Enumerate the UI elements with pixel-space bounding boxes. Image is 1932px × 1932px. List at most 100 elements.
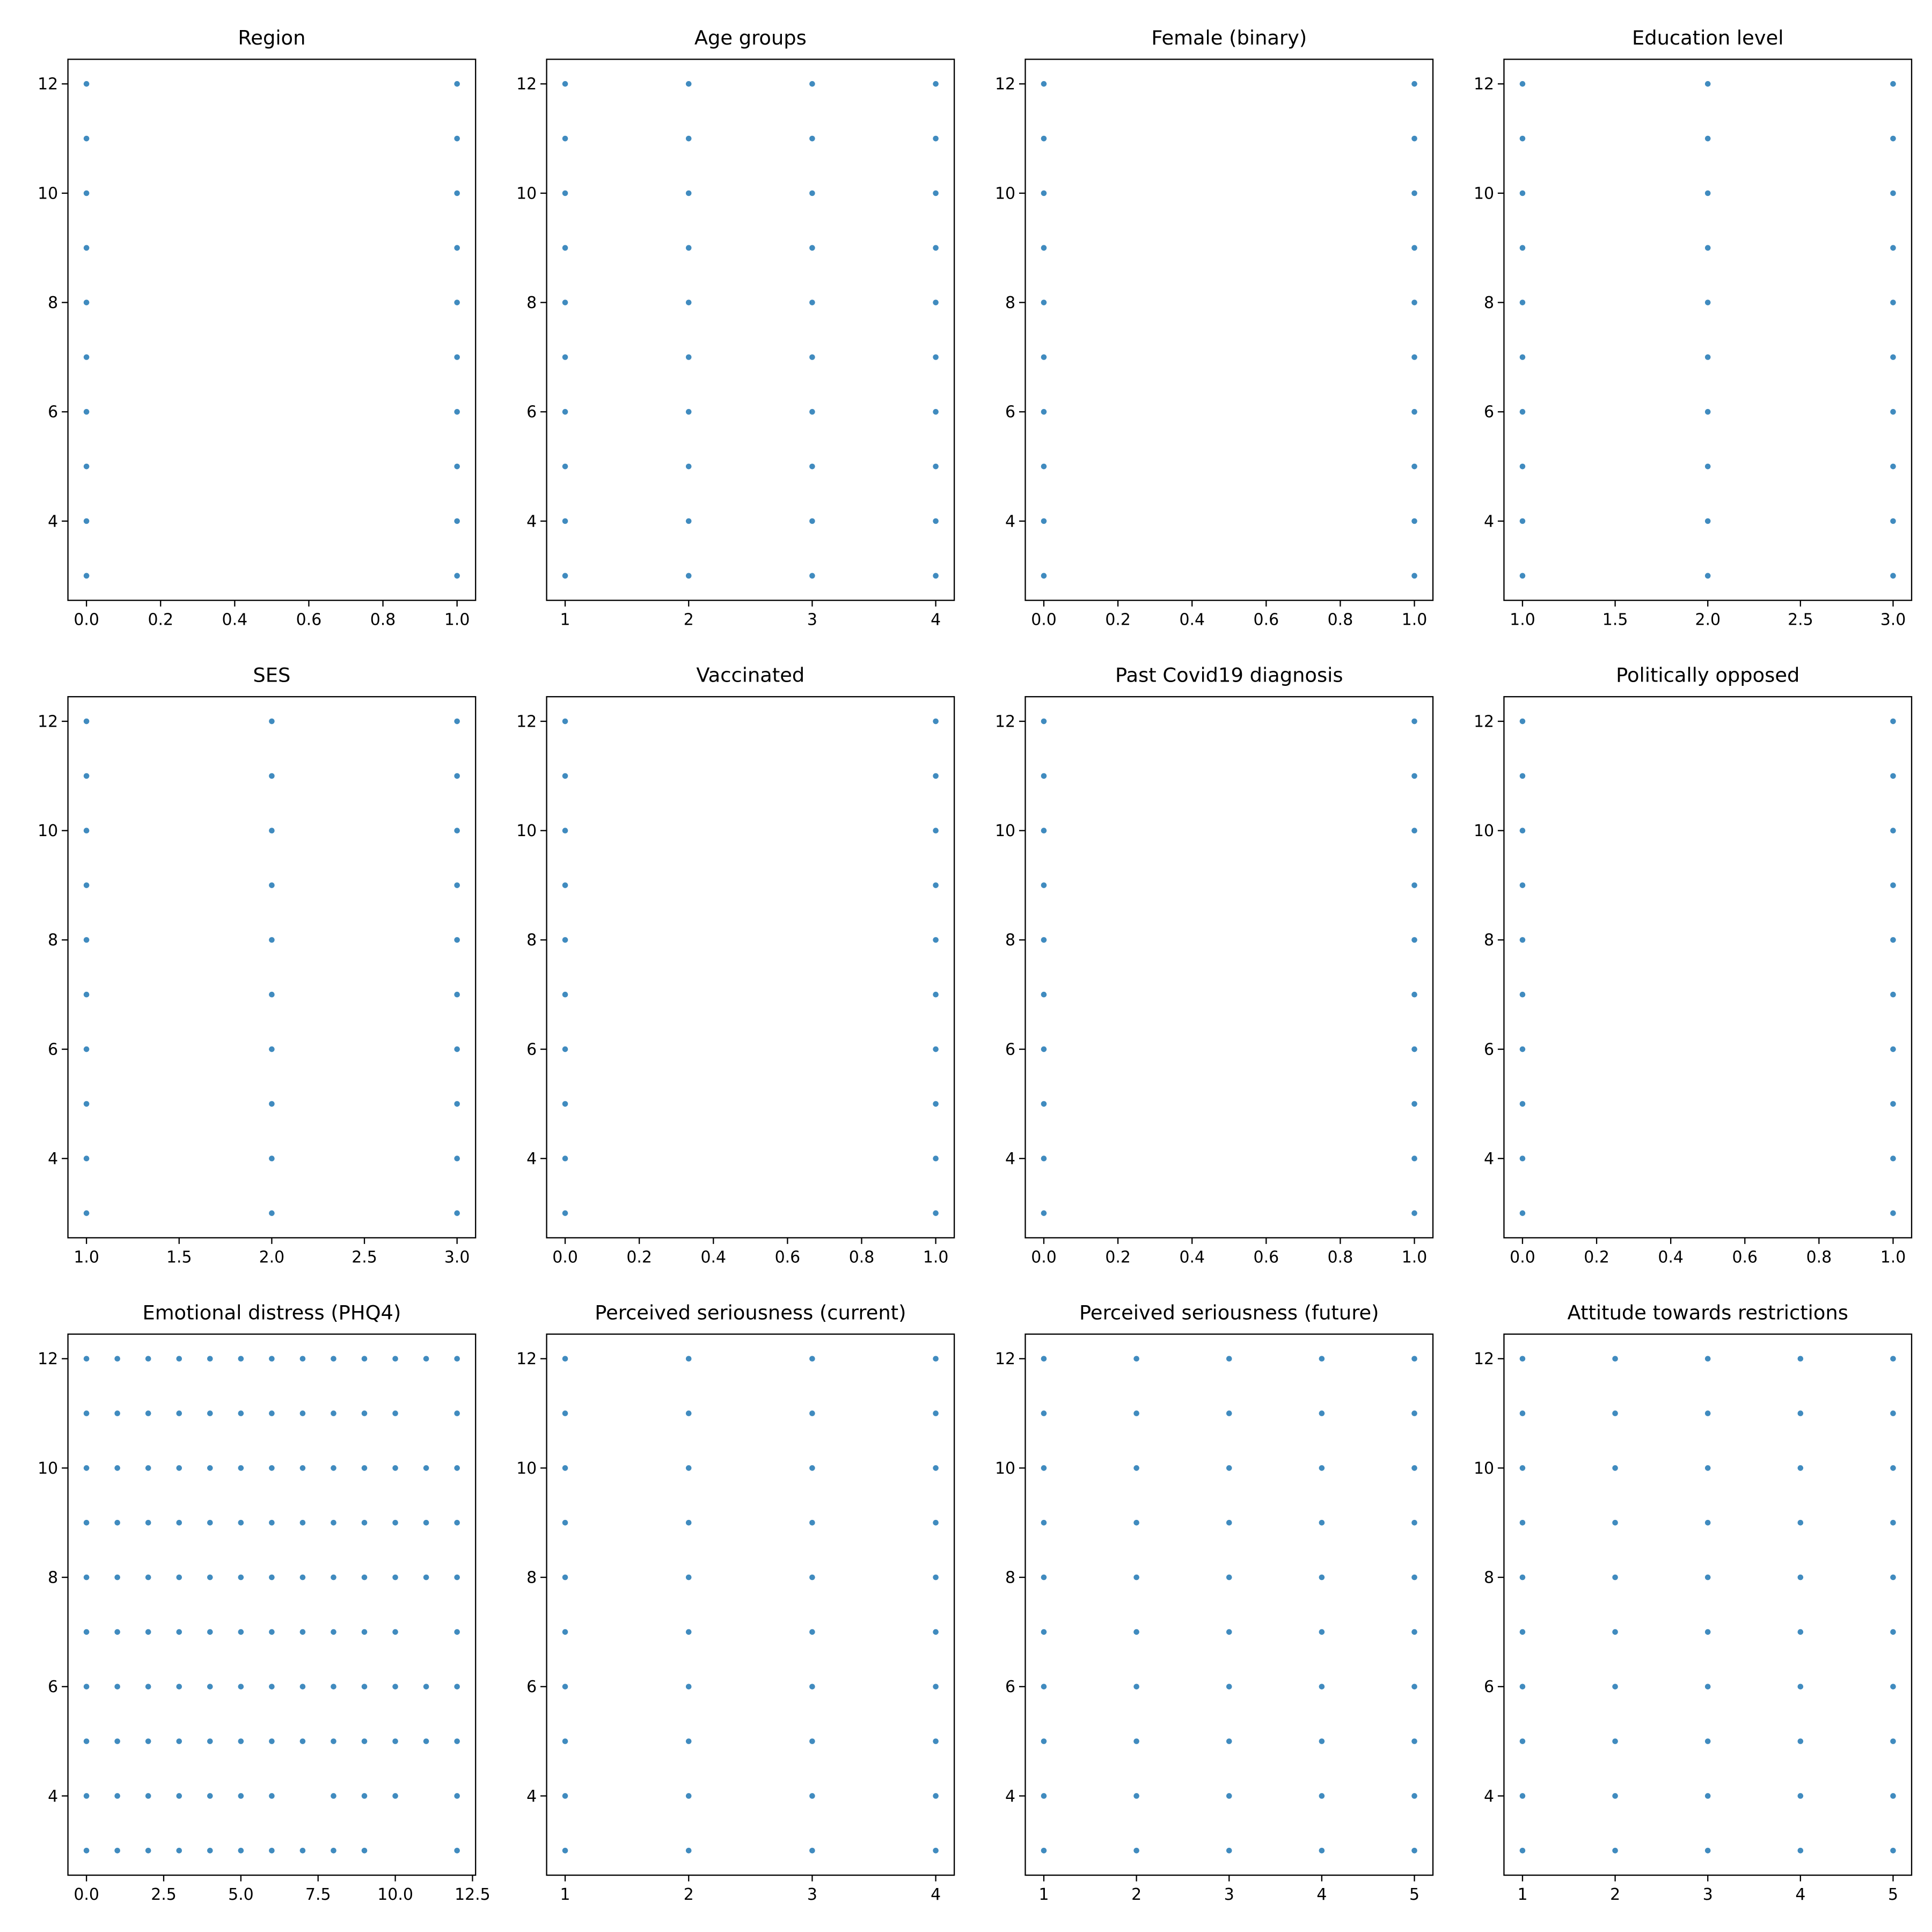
point — [269, 1155, 275, 1162]
point — [1890, 1356, 1896, 1362]
point — [933, 937, 939, 943]
point — [361, 1519, 368, 1526]
point — [1704, 1793, 1711, 1799]
point — [299, 1356, 306, 1362]
point — [1704, 1738, 1711, 1744]
panel-title: SES — [253, 664, 290, 687]
point — [933, 1519, 939, 1526]
point — [809, 1519, 815, 1526]
point — [1519, 1574, 1526, 1580]
point — [454, 1356, 460, 1362]
point — [1041, 1210, 1047, 1216]
point — [1704, 409, 1711, 415]
y-tick-label: 4 — [48, 1150, 58, 1168]
point — [269, 1738, 275, 1744]
point — [238, 1684, 244, 1690]
y-tick-label: 6 — [1484, 1040, 1494, 1059]
y-tick-label: 4 — [526, 1150, 537, 1168]
axes-frame — [1503, 1333, 1913, 1876]
point — [454, 991, 460, 998]
point — [299, 1519, 306, 1526]
point — [83, 1847, 90, 1854]
panel-title: Age groups — [694, 26, 807, 49]
point — [1133, 1738, 1139, 1744]
point — [685, 1738, 692, 1744]
x-tick-label: 1.0 — [1402, 1248, 1428, 1267]
point — [454, 1629, 460, 1635]
x-tick-label: 0.8 — [1328, 1248, 1353, 1267]
point — [1890, 1684, 1896, 1690]
point — [176, 1465, 182, 1471]
point — [83, 991, 90, 998]
point — [145, 1519, 151, 1526]
point — [145, 1847, 151, 1854]
point — [83, 1210, 90, 1216]
point — [1411, 937, 1417, 943]
y-tick-label: 10 — [1474, 184, 1494, 203]
point — [269, 991, 275, 998]
point — [562, 882, 568, 888]
x-tick-label: 2 — [1131, 1885, 1141, 1904]
point — [562, 463, 568, 470]
point — [269, 718, 275, 724]
point — [176, 1574, 182, 1580]
point — [562, 245, 568, 251]
x-tick-label: 3.0 — [1880, 611, 1906, 630]
y-tick-label: 12 — [995, 712, 1015, 731]
point — [1411, 828, 1417, 834]
panel-title: Perceived seriousness (current) — [595, 1301, 906, 1324]
point — [562, 1738, 568, 1744]
point — [809, 354, 815, 360]
point — [1411, 882, 1417, 888]
point — [176, 1684, 182, 1690]
point — [454, 1410, 460, 1416]
point — [1890, 299, 1896, 305]
y-tick-label: 8 — [48, 931, 58, 950]
point — [1519, 463, 1526, 470]
point — [809, 1629, 815, 1635]
point — [809, 1574, 815, 1580]
y-tick-label: 10 — [38, 184, 58, 203]
point — [685, 1465, 692, 1471]
x-tick-label: 0.8 — [1806, 1248, 1832, 1267]
point — [145, 1629, 151, 1635]
x-tick-label: 1 — [560, 1885, 570, 1904]
point — [1519, 991, 1526, 998]
point — [1519, 573, 1526, 579]
point — [562, 1356, 568, 1362]
point — [299, 1738, 306, 1744]
point — [562, 1629, 568, 1635]
x-tick-label: 4 — [931, 1885, 941, 1904]
point — [361, 1684, 368, 1690]
point — [809, 1793, 815, 1799]
point — [1226, 1793, 1232, 1799]
point — [423, 1356, 429, 1362]
point — [1411, 773, 1417, 779]
y-tick-label: 4 — [526, 512, 537, 531]
y-tick-label: 6 — [1484, 1678, 1494, 1696]
point — [454, 81, 460, 87]
x-tick-label: 2 — [684, 1885, 694, 1904]
x-tick-label: 5 — [1409, 1885, 1419, 1904]
point — [562, 1101, 568, 1107]
point — [454, 773, 460, 779]
point — [1041, 1155, 1047, 1162]
y-tick-label: 8 — [1005, 931, 1015, 950]
point — [1133, 1465, 1139, 1471]
panel-title: Region — [238, 26, 305, 49]
point — [1519, 1629, 1526, 1635]
y-tick-label: 10 — [516, 184, 537, 203]
x-tick-label: 4 — [931, 611, 941, 630]
axes-frame — [1503, 58, 1913, 601]
point — [685, 1410, 692, 1416]
point — [1612, 1519, 1618, 1526]
point — [361, 1738, 368, 1744]
point — [1612, 1356, 1618, 1362]
point — [1797, 1684, 1804, 1690]
point — [238, 1465, 244, 1471]
point — [685, 1793, 692, 1799]
point — [1890, 1574, 1896, 1580]
point — [933, 1410, 939, 1416]
point — [207, 1793, 213, 1799]
point — [1041, 1101, 1047, 1107]
